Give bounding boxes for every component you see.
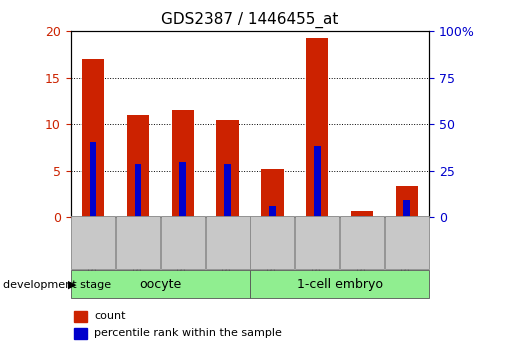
Bar bbox=[71, 216, 115, 269]
Bar bbox=[82, 59, 105, 217]
Text: percentile rank within the sample: percentile rank within the sample bbox=[94, 328, 282, 338]
Bar bbox=[340, 216, 384, 269]
Bar bbox=[250, 270, 429, 298]
Bar bbox=[306, 38, 328, 217]
Bar bbox=[385, 216, 429, 269]
Title: GDS2387 / 1446455_at: GDS2387 / 1446455_at bbox=[161, 12, 339, 28]
Text: ▶: ▶ bbox=[68, 280, 77, 289]
Bar bbox=[71, 270, 250, 298]
Bar bbox=[127, 115, 149, 217]
Bar bbox=[74, 310, 87, 322]
Bar bbox=[224, 164, 231, 217]
Bar bbox=[351, 211, 373, 217]
Bar bbox=[295, 216, 339, 269]
Bar bbox=[250, 216, 294, 269]
Bar bbox=[395, 186, 418, 217]
Bar bbox=[90, 142, 96, 217]
Bar bbox=[359, 216, 366, 217]
Text: count: count bbox=[94, 311, 126, 321]
Text: development stage: development stage bbox=[3, 280, 111, 289]
Bar bbox=[269, 206, 276, 217]
Text: 1-cell embryo: 1-cell embryo bbox=[296, 278, 383, 291]
Bar bbox=[314, 146, 321, 217]
Bar bbox=[74, 328, 87, 339]
Bar bbox=[116, 216, 160, 269]
Bar bbox=[261, 169, 284, 217]
Text: oocyte: oocyte bbox=[139, 278, 181, 291]
Bar bbox=[403, 200, 410, 217]
Bar bbox=[206, 216, 249, 269]
Bar bbox=[161, 216, 205, 269]
Bar bbox=[179, 162, 186, 217]
Bar bbox=[134, 164, 141, 217]
Bar bbox=[172, 110, 194, 217]
Bar bbox=[216, 119, 239, 217]
